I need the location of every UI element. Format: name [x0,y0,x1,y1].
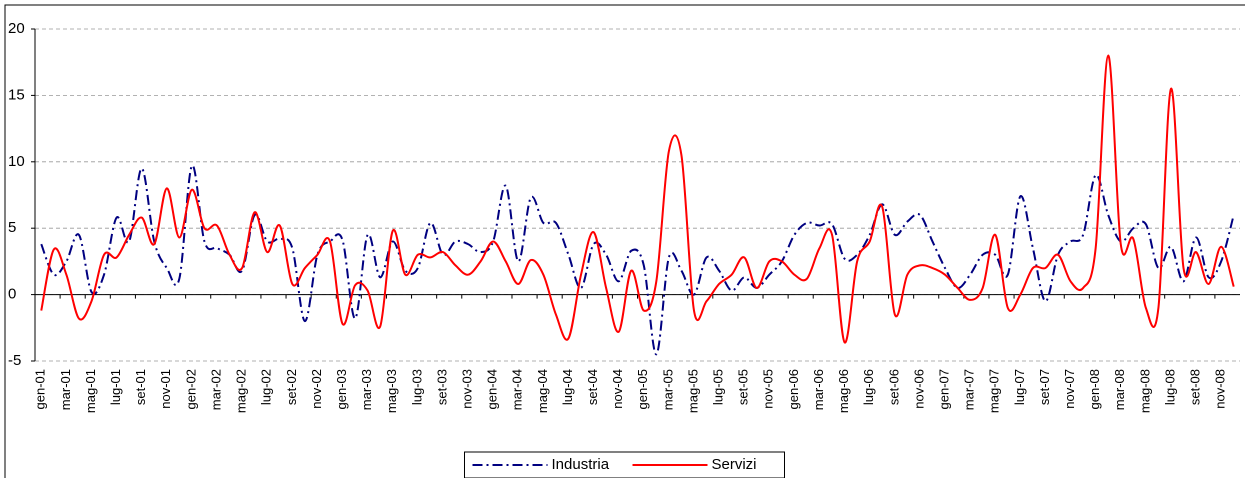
y-tick-label: 10 [8,153,25,170]
x-tick-label: mag-03 [384,369,399,413]
x-tick-label: gen-05 [635,369,650,409]
x-tick-label: mar-03 [359,369,374,410]
x-tick-label: gen-02 [183,369,198,409]
x-tick-label: gen-04 [485,369,500,409]
y-tick-label: 0 [8,286,16,303]
x-tick-label: nov-05 [761,369,776,409]
x-tick-label: nov-08 [1213,369,1228,409]
x-tick-label: mag-07 [987,369,1002,413]
chart-frame [4,4,1245,483]
x-tick-label: set-02 [284,369,299,405]
x-tick-label: nov-07 [1062,369,1077,409]
x-tick-label: set-04 [585,369,600,405]
x-tick-label: lug-02 [259,369,274,405]
x-tick-label: gen-08 [1087,369,1102,409]
x-tick-label: set-07 [1037,369,1052,405]
x-tick-label: mag-04 [535,369,550,413]
x-tick-label: nov-01 [158,369,173,409]
x-tick-label: mar-05 [660,369,675,410]
x-tick-label: mag-02 [234,369,249,413]
legend: Industria Servizi [464,451,785,479]
x-tick-label: lug-01 [108,369,123,405]
series-line [40,54,1235,344]
x-tick-label: mar-06 [811,369,826,410]
x-tick-label: gen-07 [936,369,951,409]
x-tick-label: mag-08 [1137,369,1152,413]
x-tick-label: set-01 [133,369,148,405]
x-tick-label: lug-08 [1162,369,1177,405]
x-tick-label: nov-04 [610,369,625,409]
x-tick-label: gen-06 [786,369,801,409]
x-tick-label: set-08 [1188,369,1203,405]
y-tick-label: -5 [8,352,21,369]
x-tick-label: nov-02 [309,369,324,409]
x-tick-label: lug-06 [861,369,876,405]
x-tick-label: mar-04 [510,369,525,410]
x-tick-label: set-03 [434,369,449,405]
x-tick-label: nov-06 [911,369,926,409]
x-tick-label: lug-07 [1012,369,1027,405]
x-tick-label: mar-01 [58,369,73,410]
x-tick-label: mag-01 [83,369,98,413]
x-tick-label: set-05 [736,369,751,405]
x-tick-label: set-06 [886,369,901,405]
legend-label: Industria [552,456,610,473]
legend-label: Servizi [712,456,757,473]
x-tick-label: nov-03 [459,369,474,409]
y-tick-label: 15 [8,86,25,103]
x-tick-label: lug-03 [409,369,424,405]
x-tick-label: mar-02 [208,369,223,410]
x-tick-label: lug-04 [560,369,575,405]
x-tick-label: gen-01 [33,369,48,409]
y-tick-label: 20 [8,20,25,37]
x-tick-label: mar-08 [1112,369,1127,410]
x-tick-label: mar-07 [962,369,977,410]
x-tick-label: gen-03 [334,369,349,409]
x-tick-label: mag-06 [836,369,851,413]
x-tick-label: mag-05 [685,369,700,413]
x-tick-label: lug-05 [711,369,726,405]
y-tick-label: 5 [8,219,16,236]
